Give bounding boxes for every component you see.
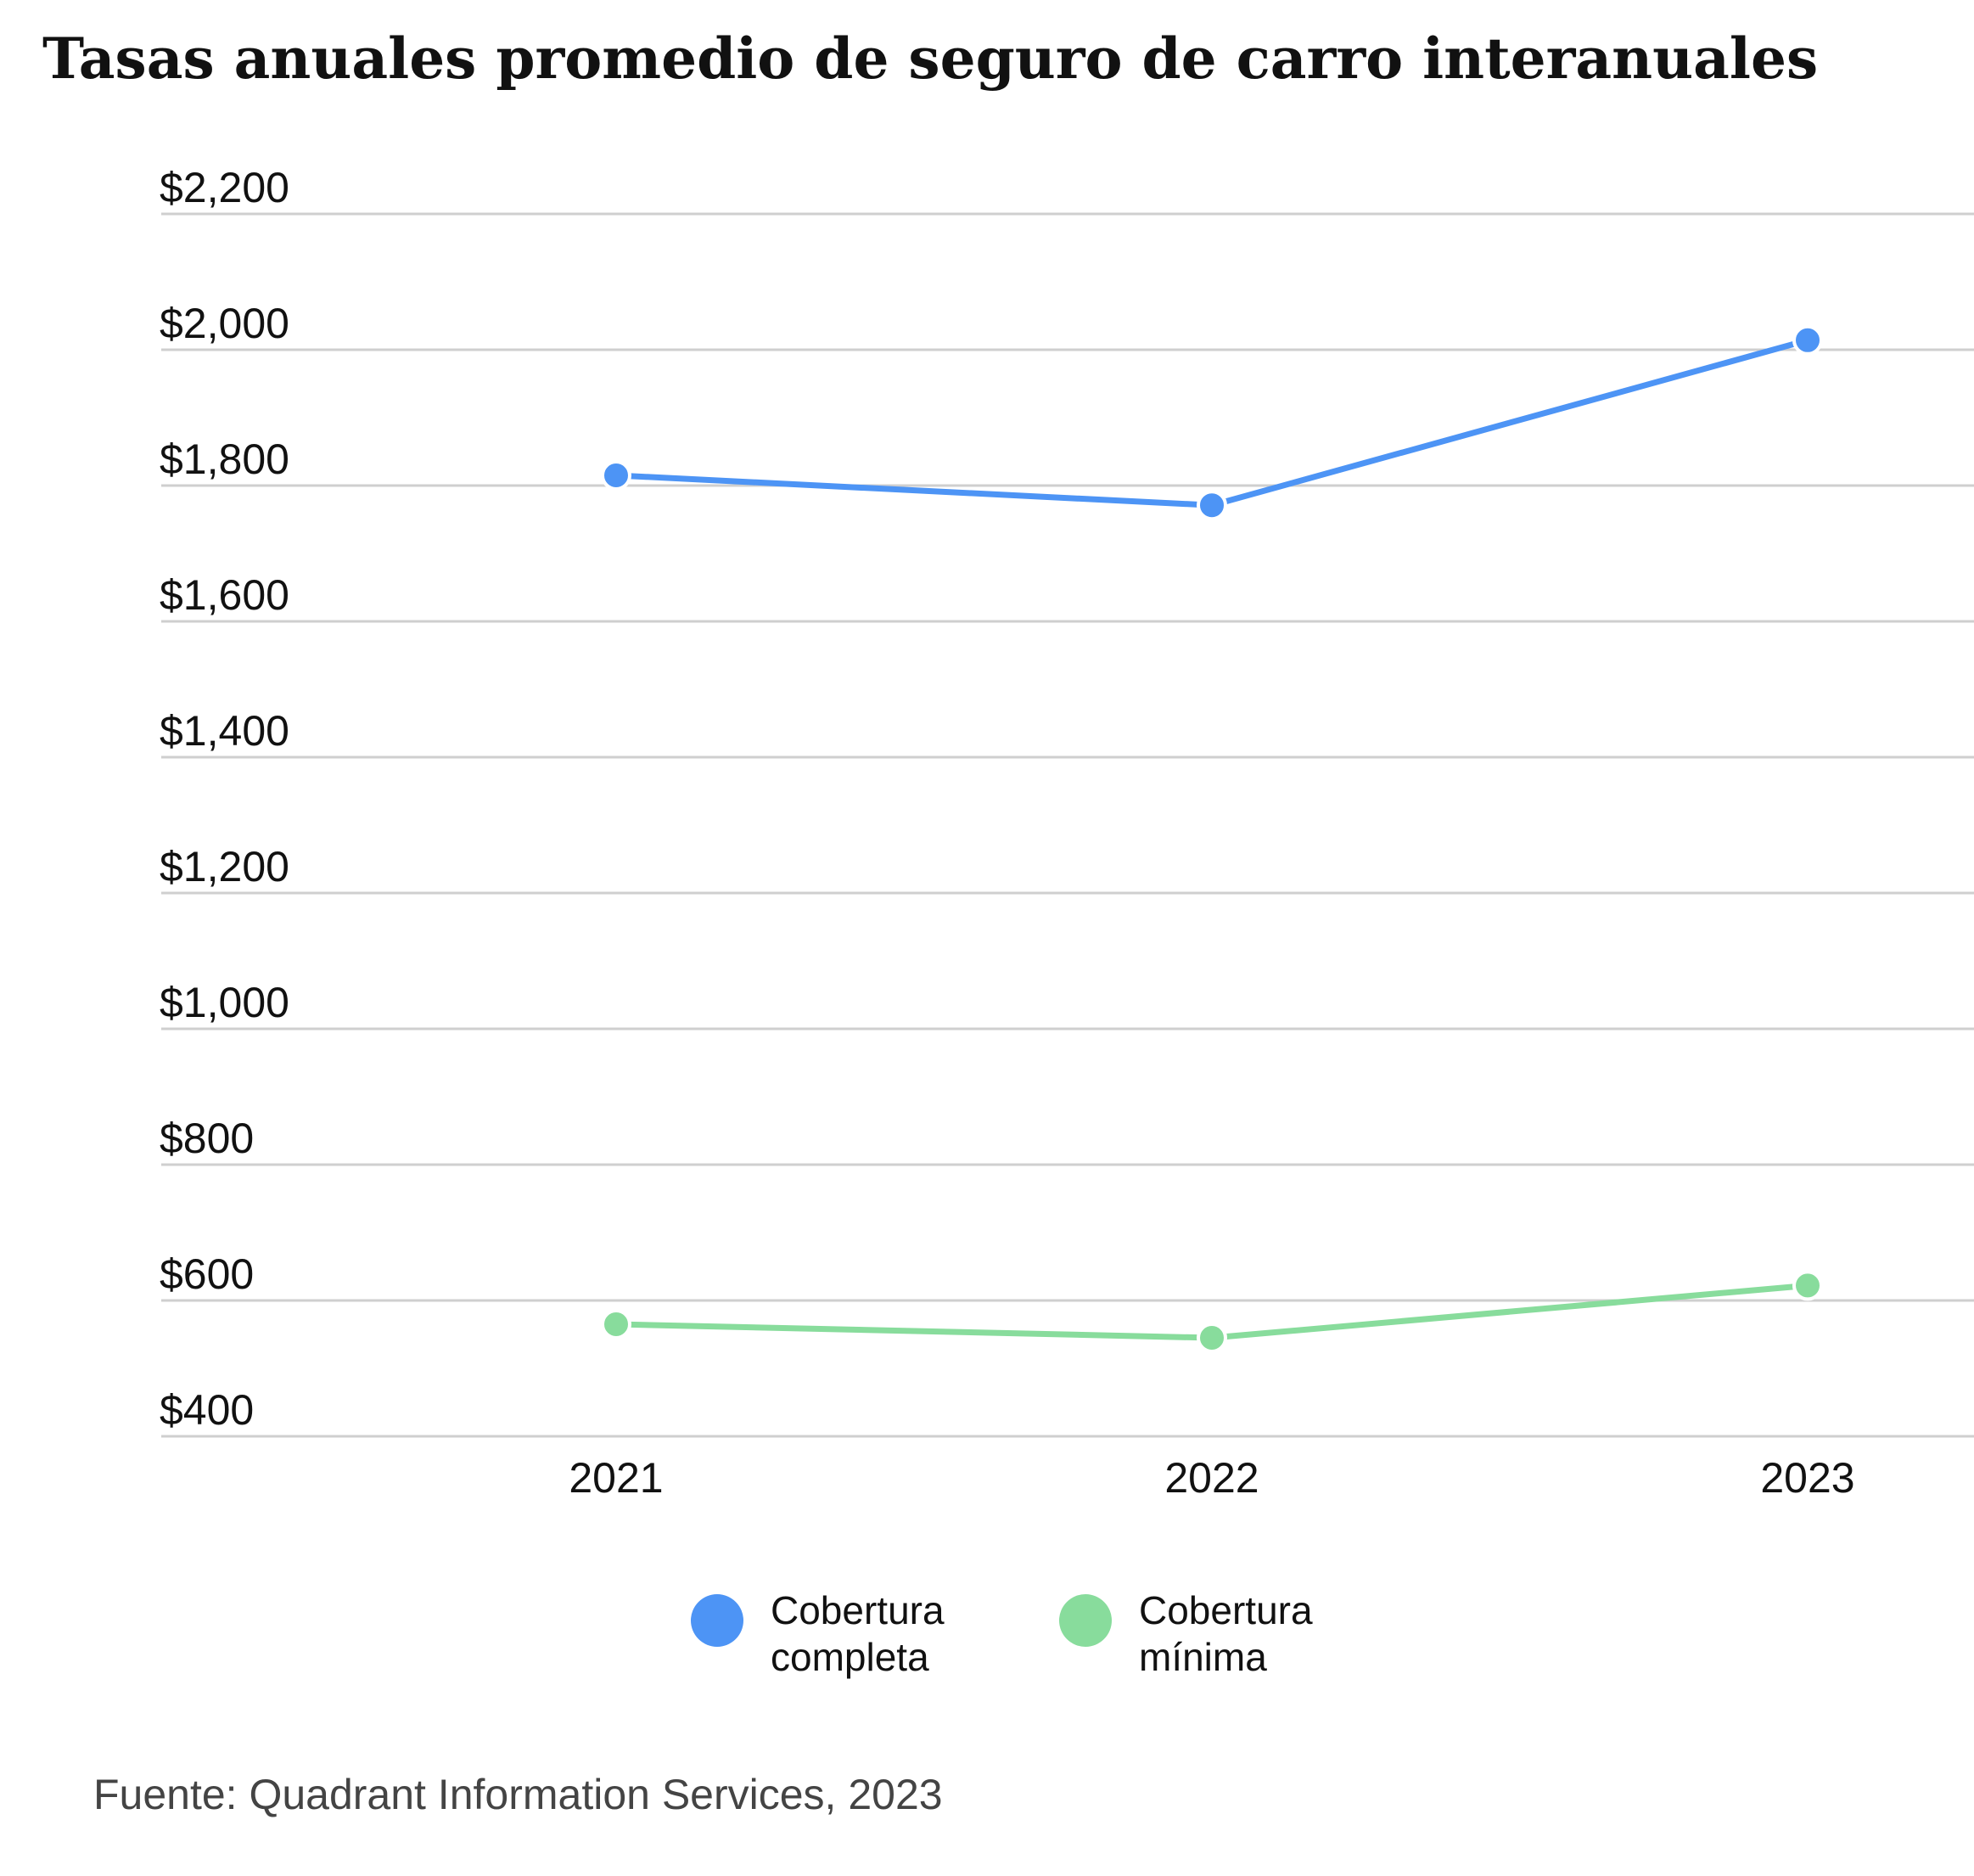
y-tick-label: $1,400: [160, 707, 289, 755]
data-point: [1197, 1323, 1227, 1353]
y-tick-label: $1,200: [160, 843, 289, 890]
chart-title: Tasas anuales promedio de seguro de carr…: [42, 25, 1819, 92]
x-tick-label: 2022: [1164, 1454, 1259, 1502]
data-point: [601, 1309, 631, 1340]
y-tick-label: $400: [160, 1386, 254, 1434]
legend-label: Cobertura mínima: [1139, 1587, 1334, 1681]
y-tick-label: $1,600: [160, 571, 289, 619]
source-note: Fuente: Quadrant Information Services, 2…: [93, 1771, 943, 1818]
legend: Cobertura completa Cobertura mínima: [0, 1587, 1974, 1681]
y-tick-label: $1,000: [160, 979, 289, 1026]
legend-label-line: completa: [771, 1635, 929, 1680]
gridlines: [161, 212, 1974, 1438]
line-chart: $400 $600 $800 $1,000 $1,200 $1,400 $1,600 $1,8…: [160, 164, 1974, 1502]
legend-swatch-full-coverage: [691, 1594, 743, 1647]
legend-swatch-minimum-coverage: [1059, 1594, 1112, 1647]
series-line-0: [613, 337, 1811, 508]
legend-label-line: Cobertura: [1139, 1588, 1313, 1632]
legend-label: Cobertura completa: [771, 1587, 966, 1681]
y-tick-label: $800: [160, 1115, 254, 1162]
x-tick-label: 2023: [1760, 1454, 1854, 1502]
legend-item-full-coverage: Cobertura completa: [691, 1587, 966, 1681]
series: [601, 324, 1823, 1353]
y-tick-label: $600: [160, 1250, 254, 1298]
legend-label-line: Cobertura: [771, 1588, 945, 1632]
legend-item-minimum-coverage: Cobertura mínima: [1059, 1587, 1334, 1681]
x-axis-ticks: 2021 2022 2023: [569, 1454, 1854, 1502]
data-point: [1792, 324, 1823, 356]
y-tick-label: $2,000: [160, 300, 289, 347]
legend-label-line: mínima: [1139, 1635, 1267, 1680]
y-tick-label: $1,800: [160, 435, 289, 483]
x-tick-label: 2021: [569, 1454, 663, 1502]
data-point: [601, 460, 631, 491]
data-point: [1197, 490, 1227, 521]
data-point: [1792, 1270, 1823, 1301]
y-tick-label: $2,200: [160, 164, 289, 211]
y-axis-ticks: $400 $600 $800 $1,000 $1,200 $1,400 $1,600 $1,8…: [160, 164, 289, 1434]
